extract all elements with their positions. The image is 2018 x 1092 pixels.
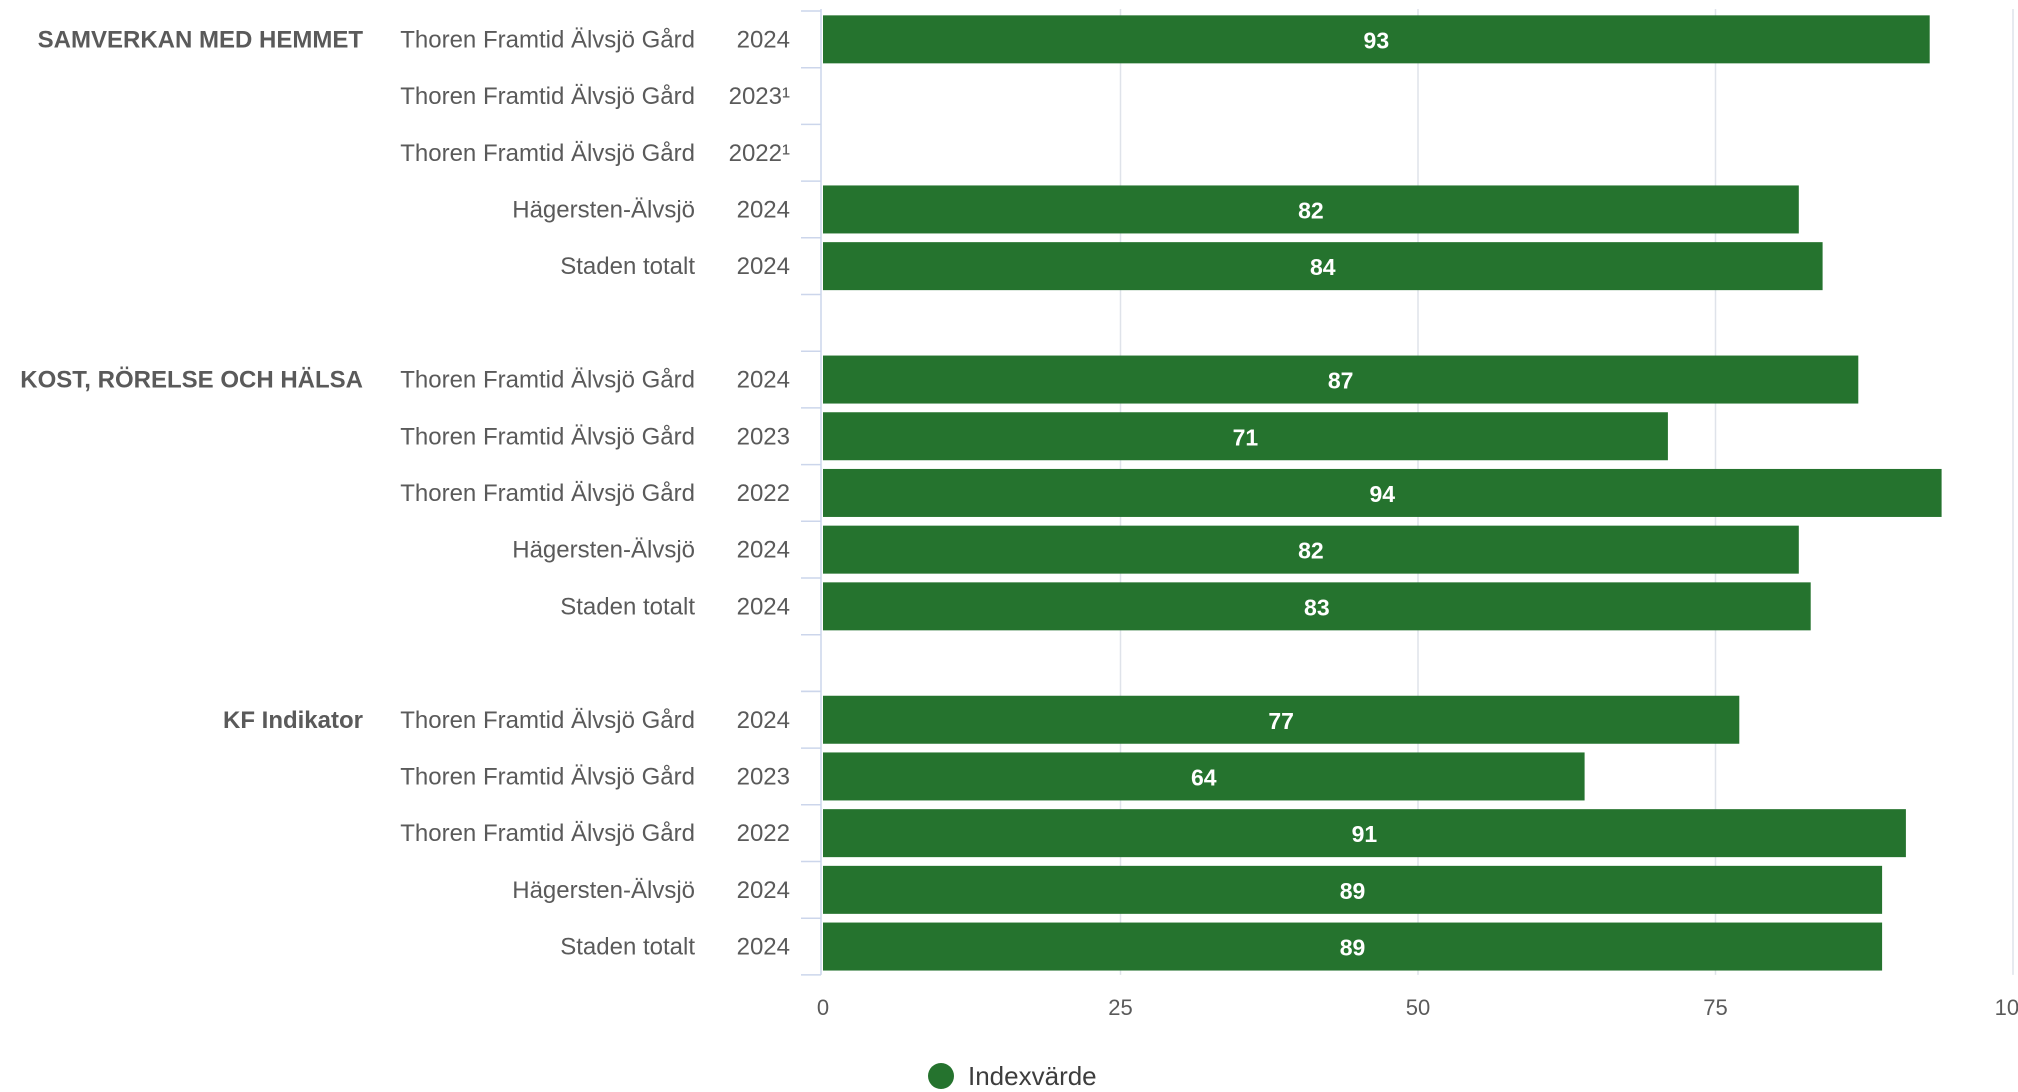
- data-label: 89: [1340, 878, 1366, 904]
- year-label: 2024: [737, 367, 790, 394]
- bar: [823, 412, 1668, 461]
- row-label: Thoren Framtid Älvsjö Gård: [400, 83, 695, 110]
- year-label: 2023¹: [729, 83, 790, 110]
- group-label: SAMVERKAN MED HEMMET: [38, 26, 364, 53]
- row-label: Staden totalt: [560, 934, 695, 961]
- row-label: Thoren Framtid Älvsjö Gård: [400, 480, 695, 507]
- year-label: 2024: [737, 537, 790, 564]
- year-label: 2022: [737, 480, 790, 507]
- year-label: 2022¹: [729, 140, 790, 167]
- bar: [823, 922, 1883, 971]
- bar: [823, 752, 1585, 801]
- data-label: 82: [1298, 197, 1324, 223]
- row-label: Staden totalt: [560, 593, 695, 620]
- bar: [823, 865, 1883, 914]
- legend-marker: [928, 1063, 954, 1089]
- row-label: Hägersten-Älvsjö: [512, 537, 695, 564]
- group-label: KOST, RÖRELSE OCH HÄLSA: [20, 367, 363, 394]
- data-label: 91: [1352, 821, 1378, 847]
- row-label: Thoren Framtid Älvsjö Gård: [400, 26, 695, 53]
- data-label: 82: [1298, 538, 1324, 564]
- legend-label: Indexvärde: [968, 1060, 1097, 1091]
- bar: [823, 15, 1930, 64]
- data-label: 94: [1370, 481, 1396, 507]
- x-tick-label: 75: [1703, 995, 1727, 1020]
- year-label: 2024: [737, 196, 790, 223]
- data-label: 64: [1191, 764, 1217, 790]
- data-label: 89: [1340, 935, 1366, 961]
- row-label: Hägersten-Älvsjö: [512, 877, 695, 904]
- year-label: 2023: [737, 763, 790, 790]
- year-label: 2024: [737, 593, 790, 620]
- bar: [823, 695, 1740, 744]
- row-label: Thoren Framtid Älvsjö Gård: [400, 423, 695, 450]
- year-label: 2024: [737, 26, 790, 53]
- row-label: Thoren Framtid Älvsjö Gård: [400, 707, 695, 734]
- row-label: Thoren Framtid Älvsjö Gård: [400, 140, 695, 167]
- row-label: Staden totalt: [560, 253, 695, 280]
- year-label: 2022: [737, 820, 790, 847]
- year-label: 2024: [737, 934, 790, 961]
- year-label: 2024: [737, 707, 790, 734]
- year-label: 2024: [737, 877, 790, 904]
- data-label: 87: [1328, 368, 1354, 394]
- x-tick-label: 0: [817, 995, 829, 1020]
- row-label: Thoren Framtid Älvsjö Gård: [400, 820, 695, 847]
- data-label: 93: [1364, 27, 1390, 53]
- bar: [823, 468, 1942, 517]
- bar: [823, 185, 1799, 234]
- data-label: 71: [1233, 424, 1259, 450]
- x-tick-label: 25: [1108, 995, 1132, 1020]
- bar: [823, 525, 1799, 574]
- bar: [823, 355, 1859, 404]
- bar: [823, 809, 1906, 858]
- year-label: 2024: [737, 253, 790, 280]
- bar: [823, 582, 1811, 631]
- x-tick-label: 100: [1995, 995, 2018, 1020]
- bar: [823, 242, 1823, 291]
- data-label: 83: [1304, 594, 1330, 620]
- x-tick-label: 50: [1406, 995, 1430, 1020]
- row-label: Hägersten-Älvsjö: [512, 196, 695, 223]
- group-label: KF Indikator: [223, 707, 363, 734]
- data-label: 84: [1310, 254, 1336, 280]
- year-label: 2023: [737, 423, 790, 450]
- row-label: Thoren Framtid Älvsjö Gård: [400, 367, 695, 394]
- row-label: Thoren Framtid Älvsjö Gård: [400, 763, 695, 790]
- data-label: 77: [1268, 708, 1294, 734]
